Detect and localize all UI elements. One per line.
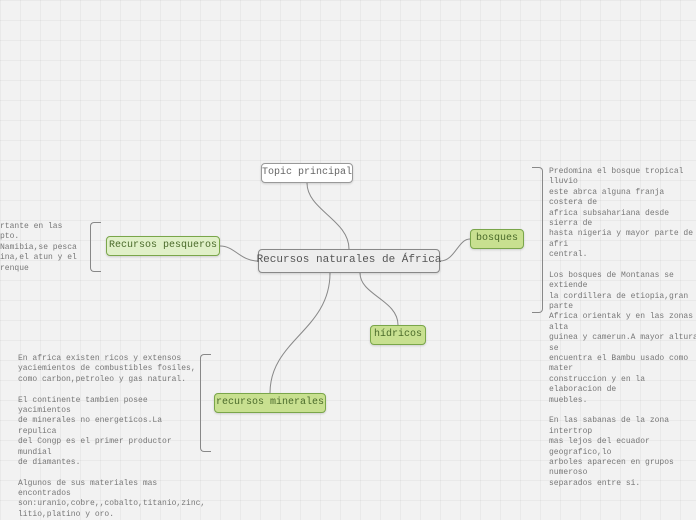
node-label: Topic principal <box>262 167 352 179</box>
bracket-minerales <box>200 354 211 452</box>
node-hidricos[interactable]: hídricos <box>370 325 426 345</box>
node-label: Recursos pesqueros <box>109 240 217 252</box>
node-bosques[interactable]: bosques <box>470 229 524 249</box>
node-label: recursos minerales <box>216 397 324 409</box>
node-topic-principal[interactable]: Topic principal <box>261 163 353 183</box>
bracket-pesqueros <box>90 222 101 272</box>
node-label: hídricos <box>374 329 422 341</box>
node-center[interactable]: Recursos naturales de África <box>258 249 440 273</box>
node-recursos-pesqueros[interactable]: Recursos pesqueros <box>106 236 220 256</box>
detail-bosques: Predomina el bosque tropical lluvio este… <box>549 167 696 489</box>
detail-pesqueros: rtante en las pto. Namibia,se pesca ina,… <box>0 222 86 274</box>
detail-minerales: En africa existen ricos y extensos yacie… <box>18 354 198 520</box>
node-label: bosques <box>476 233 518 245</box>
bracket-bosques <box>532 167 543 313</box>
node-recursos-minerales[interactable]: recursos minerales <box>214 393 326 413</box>
node-label: Recursos naturales de África <box>257 254 442 267</box>
